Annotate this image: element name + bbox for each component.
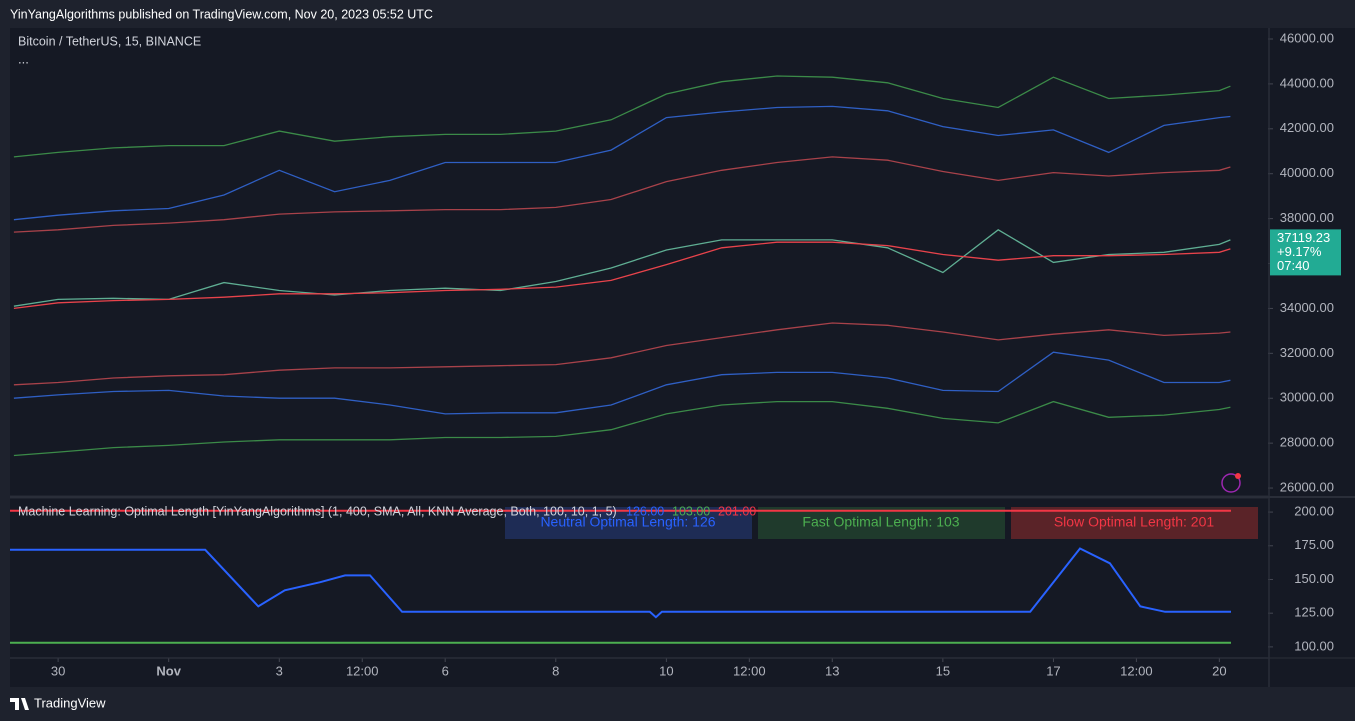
header: YinYangAlgorithms published on TradingVi… [10,7,433,21]
y-tick-label: 32000.00 [1280,345,1334,360]
series-line [13,156,1231,233]
x-tick-label: 13 [825,663,839,678]
series-line [13,75,1231,158]
y-tick-label: 100.00 [1294,638,1334,653]
fast-box [758,507,1005,539]
brand-logo [10,698,29,710]
neutral-box [505,507,752,539]
neutral-box-text: Neutral Optimal Length: 126 [540,514,715,530]
legend-value: 103.00 [672,504,710,518]
x-tick-label: 12:00 [733,663,766,678]
x-tick-label: 12:00 [346,663,379,678]
legend-value: 201.00 [718,504,756,518]
series-line [13,400,1231,457]
series-line [13,322,1231,386]
x-tick-label: 3 [276,663,283,678]
y-tick-label: 28000.00 [1280,435,1334,450]
footer-brand: TradingView [34,695,106,710]
y-tick-label: 175.00 [1294,537,1334,552]
price-tag-value: 37119.23 [1277,230,1330,245]
x-tick-label: Nov [156,663,181,678]
x-tick-label: 10 [659,663,673,678]
price-tag-change: +9.17% [1277,244,1322,259]
y-tick-label: 42000.00 [1280,120,1334,135]
alert-icon[interactable] [1221,473,1241,493]
series-line [13,105,1231,221]
x-tick-label: 20 [1212,663,1226,678]
series-line [13,229,1231,307]
y-tick-label: 34000.00 [1280,300,1334,315]
series-line [13,241,1231,310]
legend-value: 126.00 [626,504,664,518]
symbol-title: Bitcoin / TetherUS, 15, BINANCE [18,34,201,48]
x-tick-label: 8 [552,663,559,678]
y-tick-label: 30000.00 [1280,390,1334,405]
time-axis [10,659,1268,687]
x-tick-label: 17 [1046,663,1060,678]
y-tick-label: 44000.00 [1280,75,1334,90]
price-tag-countdown: 07:40 [1277,258,1310,273]
y-tick-label: 200.00 [1294,504,1334,519]
price-tag [1270,229,1341,276]
x-tick-label: 30 [51,663,65,678]
x-tick-label: 12:00 [1120,663,1153,678]
series-line [13,351,1231,415]
x-tick-label: 6 [442,663,449,678]
y-tick-label: 38000.00 [1280,210,1334,225]
y-tick-label: 26000.00 [1280,479,1334,494]
price-axis [1270,28,1355,687]
y-tick-label: 46000.00 [1280,30,1334,45]
symbol-more: ... [18,51,29,66]
main-pane [10,28,1268,495]
fast-box-text: Fast Optimal Length: 103 [802,514,959,530]
alert-dot [1235,473,1241,479]
slow-box [1011,507,1258,539]
slow-box-text: Slow Optimal Length: 201 [1054,514,1215,530]
series-line [10,547,1231,619]
y-tick-label: 125.00 [1294,605,1334,620]
indicator-title: Machine Learning: Optimal Length [YinYan… [18,504,617,518]
y-tick-label: 40000.00 [1280,165,1334,180]
y-tick-label: 150.00 [1294,571,1334,586]
x-tick-label: 15 [936,663,950,678]
